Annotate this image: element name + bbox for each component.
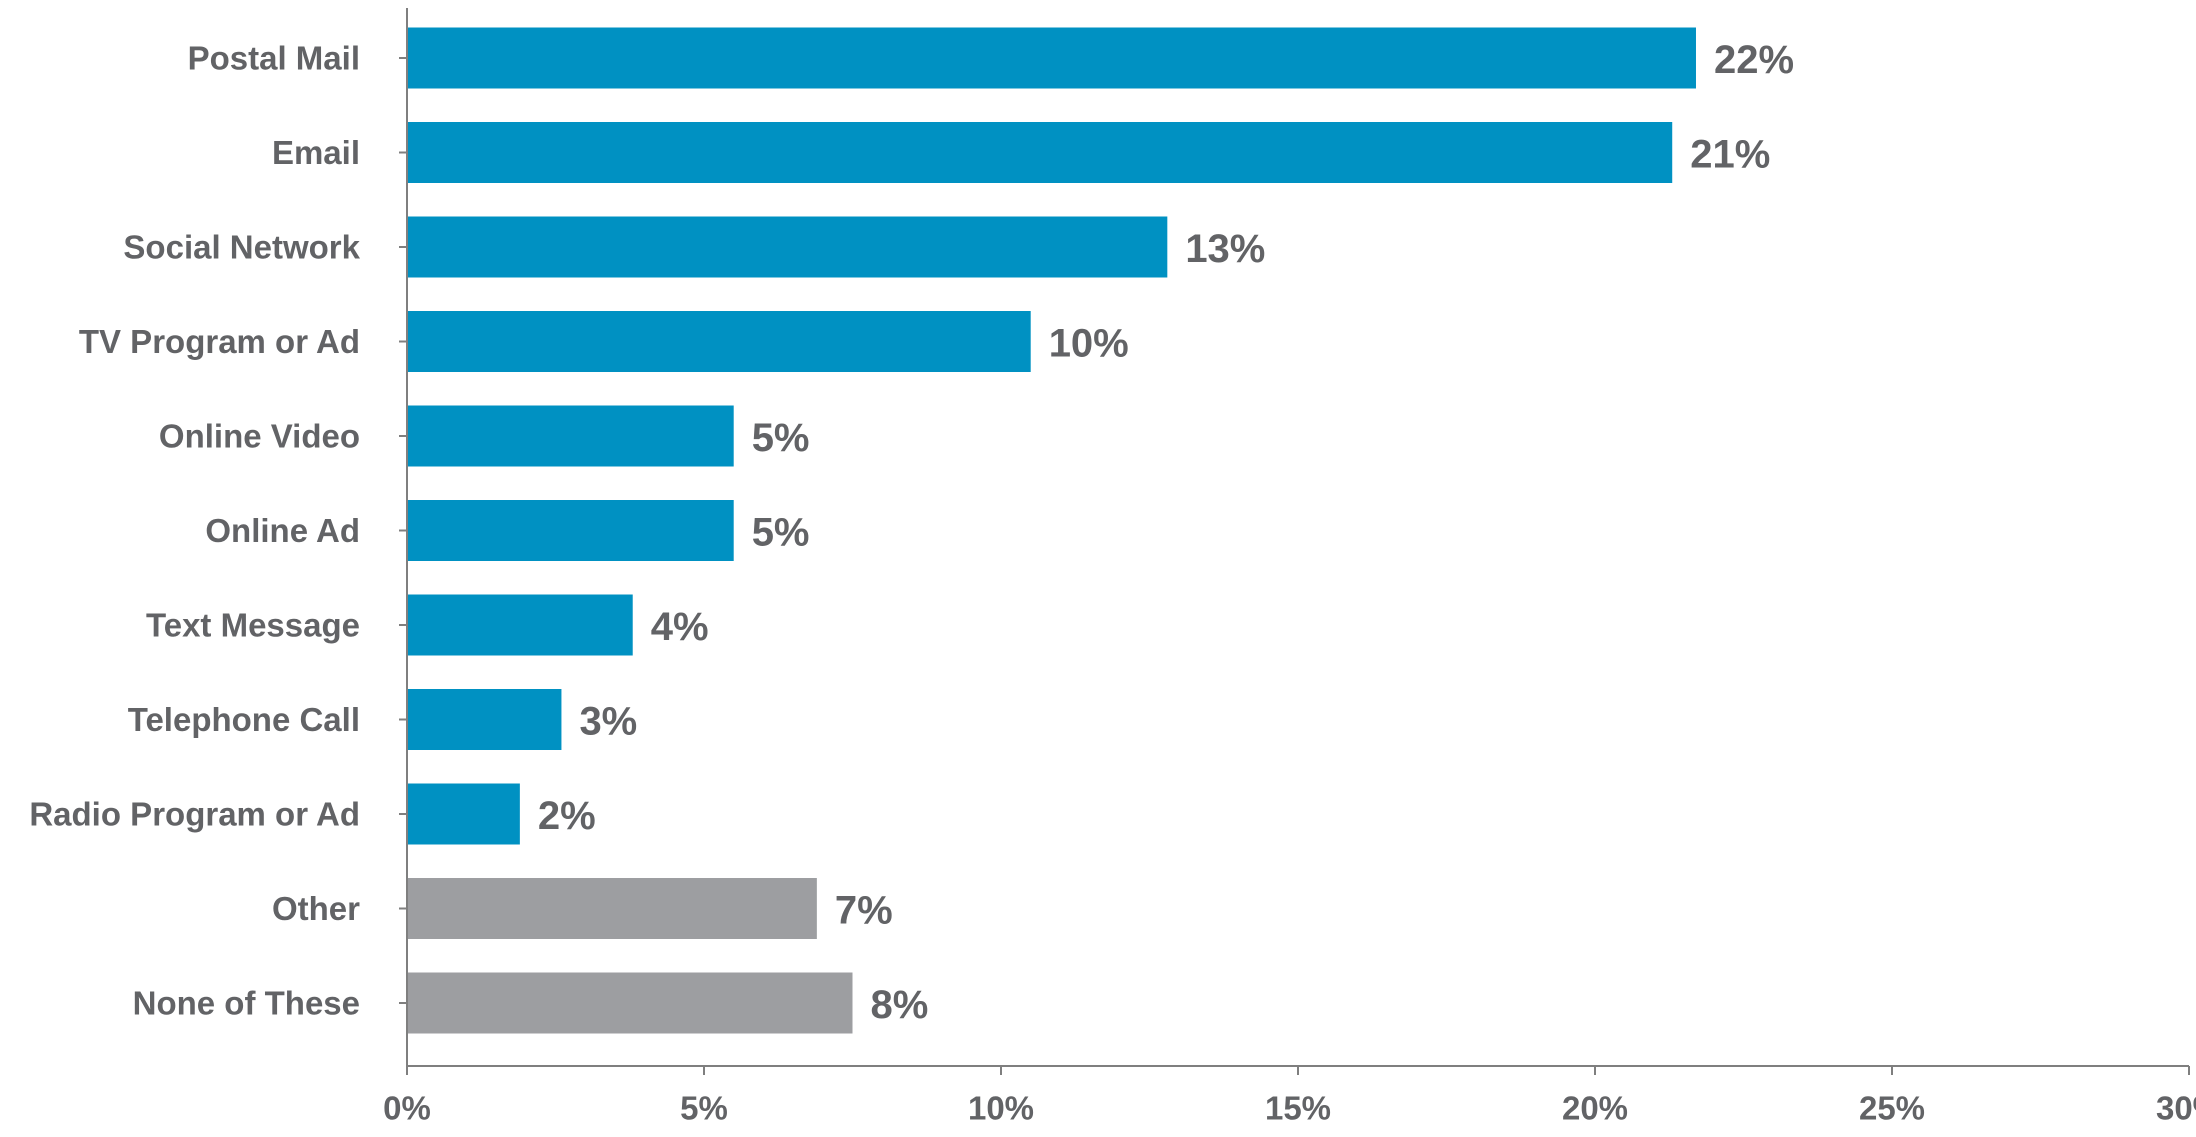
axes-layer xyxy=(399,8,2190,1075)
value-label-none-of-these: 8% xyxy=(871,983,929,1027)
x-tick-label-0: 0% xyxy=(383,1090,431,1127)
x-tick-label-15: 15% xyxy=(1265,1090,1331,1127)
x-tick-label-20: 20% xyxy=(1562,1090,1628,1127)
x-tick-label-10: 10% xyxy=(968,1090,1034,1127)
category-label-online-video: Online Video xyxy=(159,418,360,455)
bar-text-message xyxy=(407,594,633,656)
x-tick-label-5: 5% xyxy=(680,1090,728,1127)
value-label-radio-program-or-ad: 2% xyxy=(538,794,596,838)
category-label-social-network: Social Network xyxy=(123,229,360,266)
value-label-telephone-call: 3% xyxy=(579,700,637,744)
category-label-text-message: Text Message xyxy=(146,607,360,644)
value-label-social-network: 13% xyxy=(1185,227,1265,271)
category-label-other: Other xyxy=(272,890,360,927)
category-label-tv-program-or-ad: TV Program or Ad xyxy=(79,323,360,360)
x-tick-label-30: 30% xyxy=(2156,1090,2196,1127)
bar-none-of-these xyxy=(407,972,853,1034)
value-label-online-video: 5% xyxy=(752,416,810,460)
category-label-online-ad: Online Ad xyxy=(205,512,360,549)
value-label-tv-program-or-ad: 10% xyxy=(1049,322,1129,366)
category-label-telephone-call: Telephone Call xyxy=(128,701,360,738)
value-label-postal-mail: 22% xyxy=(1714,38,1794,82)
labels-layer: Postal Mail 22% Email 21% Social Network 13% T… xyxy=(29,38,2196,1127)
value-label-other: 7% xyxy=(835,889,893,933)
bar-radio-program-or-ad xyxy=(407,783,520,845)
bar-postal-mail xyxy=(407,27,1696,89)
value-label-online-ad: 5% xyxy=(752,511,810,555)
bar-other xyxy=(407,878,817,939)
category-label-none-of-these: None of These xyxy=(133,985,360,1022)
category-label-postal-mail: Postal Mail xyxy=(188,40,360,77)
value-label-text-message: 4% xyxy=(651,605,709,649)
bar-online-ad xyxy=(407,500,734,561)
bars-layer xyxy=(407,27,1696,1034)
category-label-email: Email xyxy=(272,134,360,171)
bar-telephone-call xyxy=(407,689,562,750)
bar-social-network xyxy=(407,216,1168,278)
value-label-email: 21% xyxy=(1690,133,1770,177)
bar-email xyxy=(407,122,1673,183)
x-tick-label-25: 25% xyxy=(1859,1090,1925,1127)
bar-tv-program-or-ad xyxy=(407,311,1031,372)
bar-online-video xyxy=(407,405,734,467)
category-label-radio-program-or-ad: Radio Program or Ad xyxy=(29,796,360,833)
